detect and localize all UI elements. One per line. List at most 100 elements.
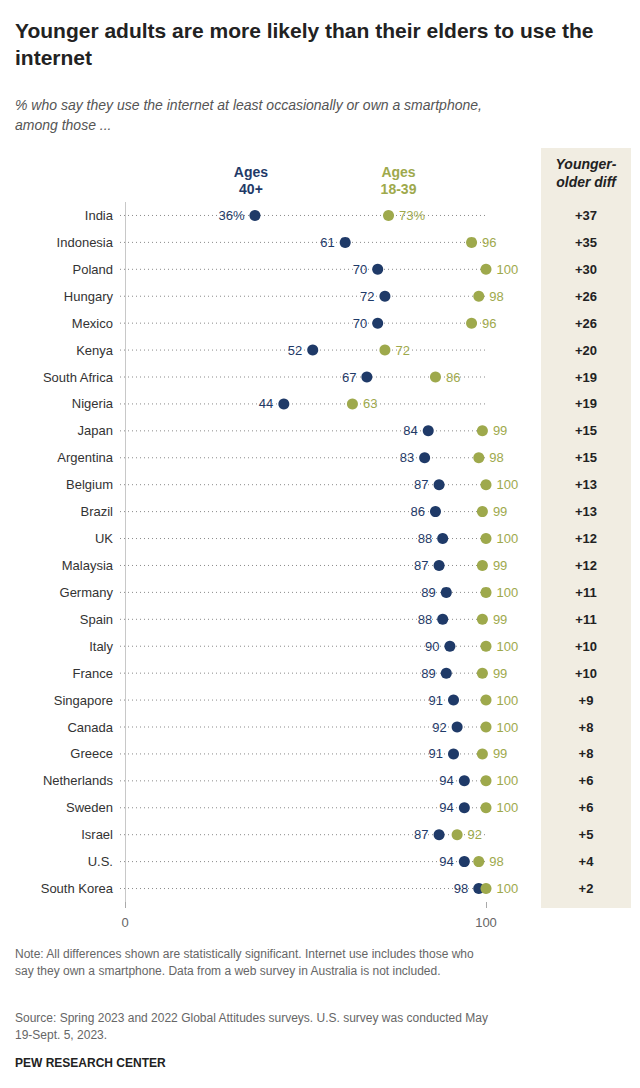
svg-text:+11: +11 (575, 585, 596, 600)
svg-text:91: 91 (429, 746, 443, 761)
svg-text:83: 83 (400, 450, 414, 465)
svg-text:Argentina: Argentina (57, 450, 113, 465)
svg-text:96: 96 (482, 316, 496, 331)
svg-text:Belgium: Belgium (66, 477, 113, 492)
svg-text:94: 94 (439, 773, 453, 788)
svg-text:UK: UK (95, 531, 113, 546)
svg-text:63: 63 (363, 396, 377, 411)
svg-text:Germany: Germany (60, 585, 114, 600)
svg-text:Sweden: Sweden (66, 800, 113, 815)
svg-text:98: 98 (489, 289, 503, 304)
svg-text:+35: +35 (575, 235, 597, 250)
svg-text:100: 100 (497, 585, 519, 600)
svg-text:Japan: Japan (78, 423, 113, 438)
svg-text:+19: +19 (575, 396, 597, 411)
svg-text:+2: +2 (579, 881, 594, 896)
svg-text:89: 89 (421, 666, 435, 681)
svg-text:+37: +37 (575, 208, 597, 223)
svg-text:98: 98 (454, 881, 468, 896)
svg-text:96: 96 (482, 235, 496, 250)
svg-text:+10: +10 (575, 639, 597, 654)
svg-text:PEW RESEARCH CENTER: PEW RESEARCH CENTER (15, 1056, 166, 1070)
svg-text:99: 99 (493, 558, 507, 573)
svg-text:98: 98 (489, 854, 503, 869)
svg-text:86: 86 (446, 370, 460, 385)
svg-text:Canada: Canada (67, 720, 113, 735)
svg-text:+8: +8 (579, 720, 594, 735)
svg-text:+13: +13 (575, 477, 597, 492)
svg-text:19-Sept. 5, 2023.: 19-Sept. 5, 2023. (15, 1028, 107, 1042)
svg-text:52: 52 (288, 343, 302, 358)
svg-text:100: 100 (497, 720, 519, 735)
svg-text:Greece: Greece (70, 746, 113, 761)
svg-text:Ages: Ages (381, 164, 415, 180)
svg-text:92: 92 (468, 827, 482, 842)
svg-text:+15: +15 (575, 450, 597, 465)
svg-text:94: 94 (439, 800, 453, 815)
svg-text:86: 86 (410, 504, 424, 519)
svg-text:87: 87 (414, 558, 428, 573)
svg-text:84: 84 (403, 423, 417, 438)
svg-text:99: 99 (493, 666, 507, 681)
svg-text:100: 100 (497, 639, 519, 654)
svg-text:+9: +9 (579, 693, 594, 708)
svg-text:+5: +5 (579, 827, 594, 842)
svg-text:89: 89 (421, 585, 435, 600)
svg-text:100: 100 (497, 800, 519, 815)
svg-text:+12: +12 (575, 558, 597, 573)
svg-text:say they own a smartphone. Dat: say they own a smartphone. Data from a w… (15, 964, 441, 978)
svg-text:Malaysia: Malaysia (62, 558, 114, 573)
svg-text:100: 100 (497, 881, 519, 896)
svg-text:+30: +30 (575, 262, 597, 277)
svg-text:+12: +12 (575, 531, 597, 546)
svg-text:92: 92 (432, 720, 446, 735)
svg-text:internet: internet (15, 46, 92, 69)
svg-text:100: 100 (497, 262, 519, 277)
svg-text:87: 87 (414, 827, 428, 842)
svg-text:0: 0 (121, 915, 128, 930)
svg-text:among those ...: among those ... (15, 117, 112, 133)
svg-text:Poland: Poland (73, 262, 113, 277)
svg-text:88: 88 (418, 612, 432, 627)
svg-text:44: 44 (259, 396, 273, 411)
svg-text:90: 90 (425, 639, 439, 654)
svg-text:Israel: Israel (81, 827, 113, 842)
svg-text:+20: +20 (575, 343, 597, 358)
svg-text:73%: 73% (399, 208, 425, 223)
svg-text:+8: +8 (579, 746, 594, 761)
svg-text:Hungary: Hungary (64, 289, 114, 304)
svg-text:98: 98 (489, 450, 503, 465)
svg-text:+15: +15 (575, 423, 597, 438)
svg-text:Italy: Italy (89, 639, 113, 654)
svg-text:Ages: Ages (234, 164, 268, 180)
svg-text:87: 87 (414, 477, 428, 492)
svg-text:Singapore: Singapore (54, 693, 113, 708)
svg-text:Mexico: Mexico (72, 316, 113, 331)
svg-text:94: 94 (439, 854, 453, 869)
svg-text:Netherlands: Netherlands (43, 773, 114, 788)
svg-text:+13: +13 (575, 504, 597, 519)
svg-text:France: France (73, 666, 113, 681)
svg-text:70: 70 (353, 316, 367, 331)
svg-text:61: 61 (320, 235, 334, 250)
svg-text:+6: +6 (579, 773, 594, 788)
svg-text:18-39: 18-39 (381, 181, 417, 197)
svg-text:+11: +11 (575, 612, 596, 627)
svg-text:100: 100 (497, 773, 519, 788)
svg-text:Note: All differences shown ar: Note: All differences shown are statisti… (15, 947, 477, 961)
svg-text:+26: +26 (575, 289, 597, 304)
svg-text:India: India (85, 208, 114, 223)
svg-text:Source: Spring 2023 and 2022 G: Source: Spring 2023 and 2022 Global Atti… (15, 1011, 491, 1025)
svg-text:+26: +26 (575, 316, 597, 331)
svg-text:Indonesia: Indonesia (57, 235, 114, 250)
svg-text:% who say they use the interne: % who say they use the internet at least… (15, 97, 486, 113)
svg-text:older diff: older diff (556, 174, 617, 190)
svg-text:100: 100 (475, 915, 497, 930)
svg-text:U.S.: U.S. (88, 854, 113, 869)
svg-text:70: 70 (353, 262, 367, 277)
svg-text:40+: 40+ (239, 181, 263, 197)
svg-text:+19: +19 (575, 370, 597, 385)
svg-text:South Korea: South Korea (41, 881, 114, 896)
svg-text:72: 72 (395, 343, 409, 358)
svg-text:99: 99 (493, 746, 507, 761)
